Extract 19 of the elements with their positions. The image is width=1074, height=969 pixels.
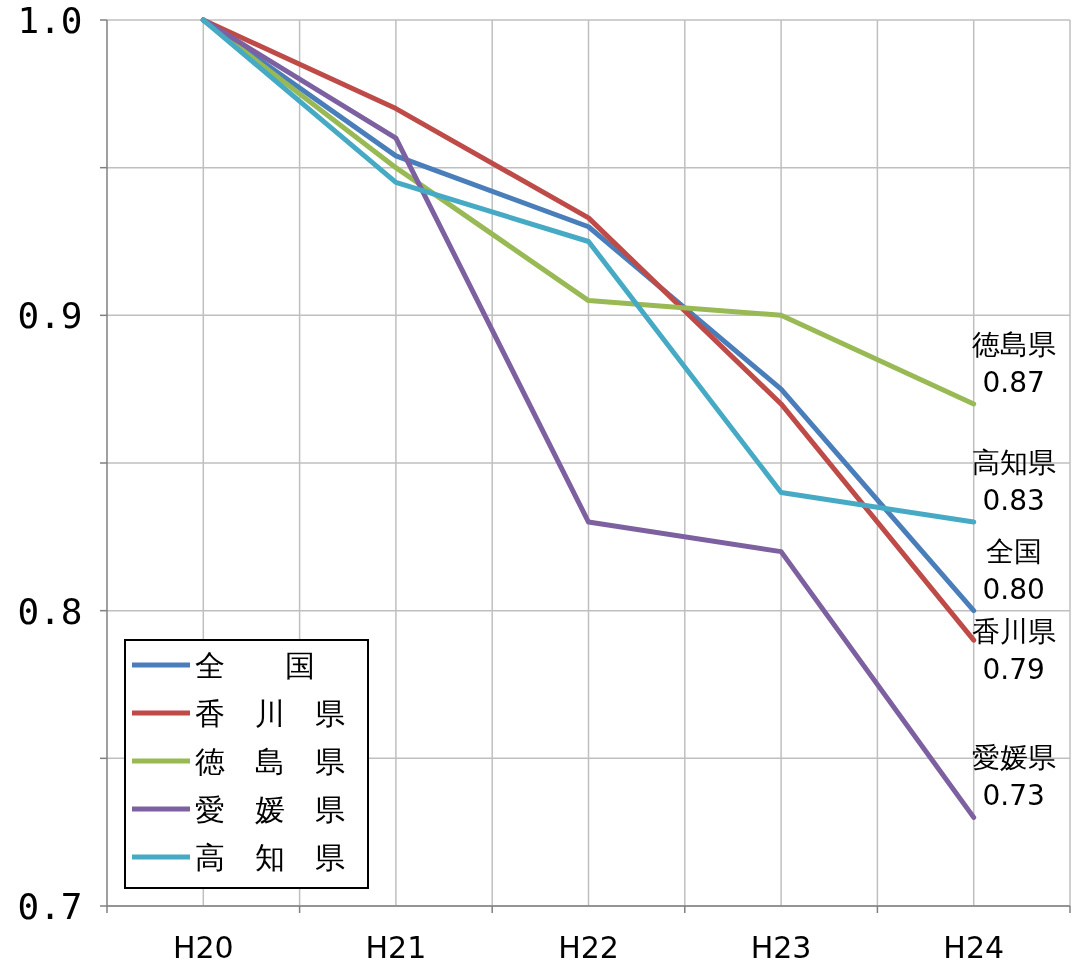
legend-label: 全 国	[195, 648, 315, 683]
x-tick-label: H21	[365, 930, 427, 965]
annotation: 全国 0.80	[982, 534, 1045, 606]
legend-label: 香 川 県	[195, 696, 345, 731]
legend-label: 愛 媛 県	[195, 792, 345, 827]
x-tick-label: H23	[750, 930, 812, 965]
x-tick-label: H24	[943, 930, 1005, 965]
y-tick-label: 0.8	[17, 590, 83, 632]
annotation: 香川県 0.79	[971, 614, 1056, 686]
y-tick-label: 1.0	[17, 0, 83, 41]
y-tick-label: 0.7	[17, 886, 83, 927]
annotation: 徳島県 0.87	[971, 327, 1056, 399]
x-tick-label: H20	[172, 930, 234, 965]
annotation: 高知県 0.83	[971, 446, 1056, 518]
x-tick-label: H22	[558, 930, 619, 965]
y-tick-label: 0.9	[17, 295, 83, 337]
annotation: 愛媛県 0.73	[971, 741, 1056, 813]
legend-label: 徳 島 県	[195, 744, 345, 779]
legend-label: 高 知 県	[195, 840, 345, 875]
